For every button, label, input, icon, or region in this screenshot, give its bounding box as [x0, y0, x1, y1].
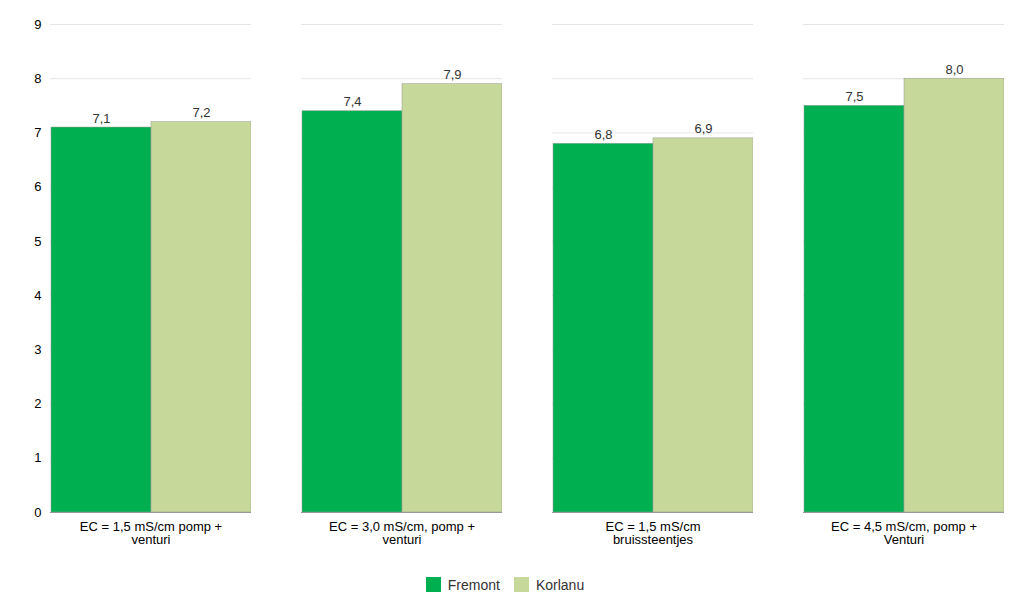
svg-text:5: 5	[34, 234, 41, 249]
html-text:Fremont: Fremont	[447, 576, 500, 593]
svg-text:9: 9	[34, 17, 41, 32]
svg-text:7,1: 7,1	[92, 111, 110, 126]
svg-text:EC = 1,5 mS/cm pomp +venturi: EC = 1,5 mS/cm pomp +venturi	[80, 519, 222, 547]
svg-text:8,0: 8,0	[945, 62, 963, 77]
svg-text:7,5: 7,5	[845, 89, 863, 104]
svg-text:4: 4	[34, 288, 41, 303]
svg-text:6: 6	[34, 179, 41, 194]
svg-text:EC = 1,5 mS/cmbruissteentjes: EC = 1,5 mS/cmbruissteentjes	[606, 519, 701, 547]
svg-text:0: 0	[34, 505, 41, 520]
svg-text:6,8: 6,8	[594, 127, 612, 142]
svg-text:1: 1	[34, 450, 41, 465]
html-text:Korlanu: Korlanu	[535, 576, 585, 593]
svg-text:2: 2	[34, 396, 41, 411]
svg-text:7,2: 7,2	[192, 105, 210, 120]
svg-text:EC = 4,5 mS/cm, pomp +Venturi: EC = 4,5 mS/cm, pomp +Venturi	[831, 519, 977, 547]
svg-text:7: 7	[34, 125, 41, 140]
svg-text:3: 3	[34, 342, 41, 357]
svg-text:7,4: 7,4	[343, 94, 361, 109]
svg-text:7,9: 7,9	[443, 67, 461, 82]
svg-text:6,9: 6,9	[694, 121, 712, 136]
svg-text:EC = 3,0 mS/cm, pomp +venturi: EC = 3,0 mS/cm, pomp +venturi	[329, 519, 475, 547]
svg-text:8: 8	[34, 71, 41, 86]
